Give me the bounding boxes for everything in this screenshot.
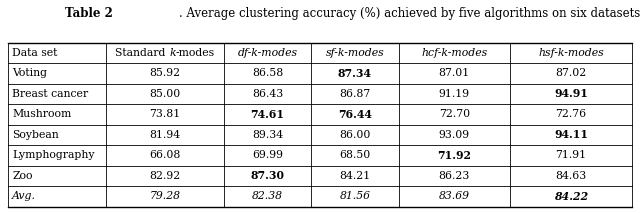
Text: 76.44: 76.44 [338,109,372,120]
Text: Mushroom: Mushroom [12,109,72,119]
Text: 72.76: 72.76 [556,109,587,119]
Text: 86.43: 86.43 [252,89,283,99]
Text: Table 2: Table 2 [65,7,113,20]
Text: 73.81: 73.81 [150,109,180,119]
Text: 86.00: 86.00 [339,130,371,140]
Text: 84.63: 84.63 [556,171,587,181]
Text: 69.99: 69.99 [252,150,283,160]
Text: Soybean: Soybean [12,130,59,140]
Text: Avg.: Avg. [12,191,36,201]
Text: Lymphography: Lymphography [12,150,95,160]
Text: 85.92: 85.92 [150,68,180,78]
Text: 81.56: 81.56 [339,191,371,201]
Text: 81.94: 81.94 [150,130,180,140]
Text: 84.22: 84.22 [554,191,588,202]
Text: sf-k-modes: sf-k-modes [326,48,385,58]
Text: 84.21: 84.21 [339,171,371,181]
Text: 87.34: 87.34 [338,68,372,79]
Text: 66.08: 66.08 [149,150,180,160]
Text: 71.92: 71.92 [437,150,471,161]
Text: Data set: Data set [12,48,58,58]
Text: hcf-k-modes: hcf-k-modes [421,48,488,58]
Text: 86.58: 86.58 [252,68,283,78]
Text: 72.70: 72.70 [439,109,470,119]
Text: . Average clustering accuracy (%) achieved by five algorithms on six datasets: . Average clustering accuracy (%) achiev… [179,7,640,20]
Text: 87.01: 87.01 [438,68,470,78]
Text: 94.91: 94.91 [554,88,588,99]
Text: df-k-modes: df-k-modes [237,48,298,58]
Text: hsf-k-modes: hsf-k-modes [538,48,604,58]
Text: -modes: -modes [176,48,215,58]
Text: k: k [169,48,176,58]
Text: 82.38: 82.38 [252,191,283,201]
Text: 93.09: 93.09 [439,130,470,140]
Text: 87.30: 87.30 [250,170,285,181]
Text: 94.11: 94.11 [554,129,588,140]
Text: 86.23: 86.23 [438,171,470,181]
Text: Zoo: Zoo [12,171,33,181]
Text: 85.00: 85.00 [150,89,180,99]
Text: 87.02: 87.02 [556,68,587,78]
Text: 86.87: 86.87 [339,89,371,99]
Text: Standard: Standard [115,48,169,58]
Text: 74.61: 74.61 [250,109,285,120]
Text: 83.69: 83.69 [439,191,470,201]
Text: 89.34: 89.34 [252,130,283,140]
Text: Voting: Voting [12,68,47,78]
Text: 71.91: 71.91 [556,150,587,160]
Text: 79.28: 79.28 [150,191,180,201]
Text: Breast cancer: Breast cancer [12,89,88,99]
Text: 68.50: 68.50 [339,150,371,160]
Text: 82.92: 82.92 [150,171,180,181]
Text: 91.19: 91.19 [439,89,470,99]
